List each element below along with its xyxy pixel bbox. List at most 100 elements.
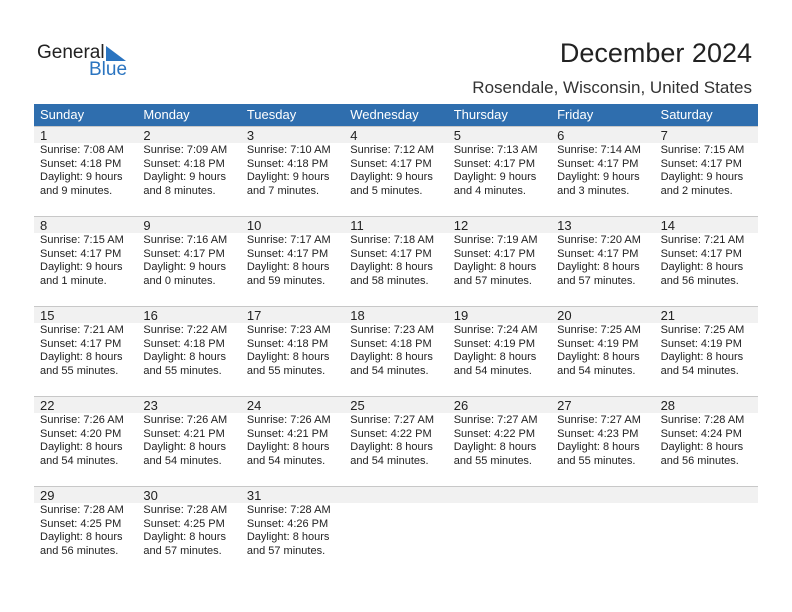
day-cell: 21 Sunrise: 7:25 AM Sunset: 4:19 PM Dayligh… bbox=[655, 307, 758, 397]
daylight-minutes-text: and 58 minutes. bbox=[350, 274, 429, 287]
weekday-thursday: Thursday bbox=[453, 107, 508, 122]
day-number: 23 bbox=[143, 398, 158, 413]
daylight-minutes-text: and 57 minutes. bbox=[557, 274, 636, 287]
daylight-minutes-text: and 59 minutes. bbox=[246, 274, 326, 287]
sunrise-text: Sunrise: 7:19 AM bbox=[453, 234, 538, 246]
day-number: 27 bbox=[557, 398, 572, 413]
sunset-text: Sunset: 4:17 PM bbox=[40, 247, 122, 260]
day-cell: 10 Sunrise: 7:17 AM Sunset: 4:17 PM Dayligh… bbox=[241, 217, 344, 307]
sunset-text: Sunset: 4:19 PM bbox=[660, 337, 742, 350]
daylight-text: Daylight: 9 hours bbox=[40, 261, 123, 273]
sunset-text: Sunset: 4:17 PM bbox=[143, 247, 225, 260]
day-cell: 14 Sunrise: 7:21 AM Sunset: 4:17 PM Dayligh… bbox=[655, 217, 758, 307]
sunrise-text: Sunrise: 7:24 AM bbox=[453, 324, 538, 336]
sunrise-text: Sunrise: 7:22 AM bbox=[143, 324, 228, 336]
day-number: 3 bbox=[246, 128, 255, 143]
day-number: 1 bbox=[40, 128, 48, 143]
daylight-text: Daylight: 8 hours bbox=[40, 531, 123, 543]
daylight-text: Daylight: 8 hours bbox=[350, 441, 433, 453]
day-number: 28 bbox=[660, 398, 676, 413]
daylight-text: Daylight: 8 hours bbox=[557, 351, 640, 363]
sunrise-text: Sunrise: 7:27 AM bbox=[557, 414, 641, 426]
daylight-text: Daylight: 8 hours bbox=[350, 351, 433, 363]
day-number: 26 bbox=[453, 398, 469, 413]
day-cell: 12 Sunrise: 7:19 AM Sunset: 4:17 PM Dayligh… bbox=[448, 217, 551, 307]
day-cell: 29 Sunrise: 7:28 AM Sunset: 4:25 PM Dayligh… bbox=[34, 487, 137, 577]
sunrise-text: Sunrise: 7:14 AM bbox=[557, 144, 641, 156]
daylight-minutes-text: and 57 minutes. bbox=[143, 544, 222, 557]
daylight-text: Daylight: 8 hours bbox=[40, 351, 123, 363]
sunrise-text: Sunrise: 7:15 AM bbox=[40, 234, 124, 246]
week-row: 1 Sunrise: 7:08 AM Sunset: 4:18 PM Daylight… bbox=[34, 126, 758, 216]
daylight-minutes-text: and 57 minutes. bbox=[453, 274, 532, 287]
day-number: 6 bbox=[557, 128, 565, 143]
sunset-text: Sunset: 4:18 PM bbox=[40, 157, 122, 170]
daylight-text: Daylight: 9 hours bbox=[40, 171, 123, 183]
daylight-text: Daylight: 8 hours bbox=[660, 441, 744, 453]
day-number: 10 bbox=[246, 218, 262, 233]
sunset-text: Sunset: 4:20 PM bbox=[40, 427, 122, 440]
week-row: 15 Sunrise: 7:21 AM Sunset: 4:17 PM Dayligh… bbox=[34, 306, 758, 396]
day-cell: 28 Sunrise: 7:28 AM Sunset: 4:24 PM Dayligh… bbox=[655, 397, 758, 487]
week-row: 22 Sunrise: 7:26 AM Sunset: 4:20 PM Dayligh… bbox=[34, 396, 758, 486]
sunset-text: Sunset: 4:18 PM bbox=[143, 157, 225, 170]
daylight-text: Daylight: 9 hours bbox=[660, 171, 744, 183]
day-number: 12 bbox=[453, 218, 469, 233]
daylight-text: Daylight: 8 hours bbox=[453, 261, 537, 273]
daylight-minutes-text: and 7 minutes. bbox=[246, 184, 320, 197]
sunrise-text: Sunrise: 7:28 AM bbox=[660, 414, 745, 426]
day-number: 8 bbox=[40, 218, 48, 233]
sunrise-text: Sunrise: 7:25 AM bbox=[660, 324, 745, 336]
day-number: 30 bbox=[143, 488, 158, 503]
daylight-text: Daylight: 8 hours bbox=[40, 441, 123, 453]
day-number-band bbox=[34, 307, 758, 323]
sunset-text: Sunset: 4:19 PM bbox=[557, 337, 639, 350]
sunrise-text: Sunrise: 7:16 AM bbox=[143, 234, 228, 246]
daylight-text: Daylight: 8 hours bbox=[660, 351, 744, 363]
sunset-text: Sunset: 4:21 PM bbox=[143, 427, 225, 440]
sunrise-text: Sunrise: 7:21 AM bbox=[660, 234, 745, 246]
daylight-minutes-text: and 54 minutes. bbox=[246, 454, 326, 467]
day-cell: 31 Sunrise: 7:28 AM Sunset: 4:26 PM Dayligh… bbox=[241, 487, 344, 577]
day-number: 21 bbox=[660, 308, 676, 323]
daylight-minutes-text: and 1 minute. bbox=[40, 274, 107, 287]
sunset-text: Sunset: 4:17 PM bbox=[557, 157, 639, 170]
day-cell: 8 Sunrise: 7:15 AM Sunset: 4:17 PM Daylight… bbox=[34, 217, 137, 307]
daylight-minutes-text: and 55 minutes. bbox=[246, 364, 326, 377]
daylight-text: Daylight: 9 hours bbox=[246, 171, 330, 183]
daylight-minutes-text: and 8 minutes. bbox=[143, 184, 216, 197]
sunset-text: Sunset: 4:17 PM bbox=[453, 157, 536, 170]
sunset-text: Sunset: 4:19 PM bbox=[453, 337, 536, 350]
sunset-text: Sunset: 4:17 PM bbox=[350, 157, 432, 170]
sunset-text: Sunset: 4:23 PM bbox=[557, 427, 639, 440]
daylight-minutes-text: and 55 minutes. bbox=[453, 454, 532, 467]
week-row: 29 Sunrise: 7:28 AM Sunset: 4:25 PM Dayligh… bbox=[34, 486, 758, 576]
day-cell: 17 Sunrise: 7:23 AM Sunset: 4:18 PM Dayligh… bbox=[241, 307, 344, 397]
day-cell: 26 Sunrise: 7:27 AM Sunset: 4:22 PM Dayligh… bbox=[448, 397, 551, 487]
sunrise-text: Sunrise: 7:09 AM bbox=[143, 144, 228, 156]
day-number: 18 bbox=[350, 308, 365, 323]
day-cell: 24 Sunrise: 7:26 AM Sunset: 4:21 PM Dayligh… bbox=[241, 397, 344, 487]
logo-text-blue: Blue bbox=[89, 59, 128, 80]
daylight-minutes-text: and 57 minutes. bbox=[246, 544, 326, 557]
sunrise-text: Sunrise: 7:28 AM bbox=[143, 504, 228, 516]
daylight-minutes-text: and 54 minutes. bbox=[350, 364, 429, 377]
daylight-text: Daylight: 8 hours bbox=[350, 261, 433, 273]
day-cell: 11 Sunrise: 7:18 AM Sunset: 4:17 PM Dayligh… bbox=[344, 217, 447, 307]
daylight-text: Daylight: 9 hours bbox=[453, 171, 537, 183]
sunrise-text: Sunrise: 7:23 AM bbox=[246, 324, 331, 336]
daylight-text: Daylight: 8 hours bbox=[453, 441, 537, 453]
day-cell: 13 Sunrise: 7:20 AM Sunset: 4:17 PM Dayligh… bbox=[551, 217, 654, 307]
sunset-text: Sunset: 4:17 PM bbox=[453, 247, 536, 260]
daylight-text: Daylight: 8 hours bbox=[246, 531, 330, 543]
day-number: 4 bbox=[350, 128, 358, 143]
daylight-text: Daylight: 8 hours bbox=[246, 261, 330, 273]
day-cell: 9 Sunrise: 7:16 AM Sunset: 4:17 PM Daylight… bbox=[137, 217, 240, 307]
daylight-text: Daylight: 8 hours bbox=[660, 261, 744, 273]
sunset-text: Sunset: 4:17 PM bbox=[40, 337, 122, 350]
sunrise-text: Sunrise: 7:17 AM bbox=[246, 234, 331, 246]
sunset-text: Sunset: 4:17 PM bbox=[246, 247, 329, 260]
page-title: December 2024 bbox=[559, 38, 752, 68]
day-number: 17 bbox=[246, 308, 262, 323]
week-row: 8 Sunrise: 7:15 AM Sunset: 4:17 PM Daylight… bbox=[34, 216, 758, 306]
